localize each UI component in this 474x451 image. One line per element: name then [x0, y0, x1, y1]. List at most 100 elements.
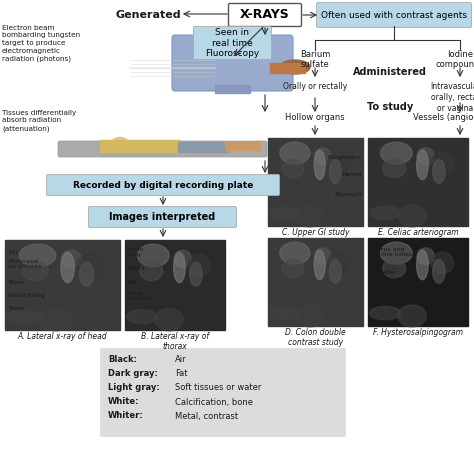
- Text: Electron beam
bombarding tungsten
target to produce
electromagnetic
radiation (p: Electron beam bombarding tungsten target…: [2, 25, 80, 61]
- Text: Vessels (angiography): Vessels (angiography): [413, 114, 474, 123]
- Ellipse shape: [417, 148, 434, 165]
- Ellipse shape: [314, 150, 325, 179]
- Ellipse shape: [140, 262, 163, 281]
- Ellipse shape: [370, 206, 401, 220]
- Ellipse shape: [417, 250, 428, 280]
- Text: Intravascularly,
orally, rectally,
or vaginally: Intravascularly, orally, rectally, or va…: [430, 82, 474, 113]
- Ellipse shape: [190, 262, 202, 286]
- Ellipse shape: [111, 138, 129, 151]
- Text: Soft tissues or water: Soft tissues or water: [175, 383, 261, 392]
- Text: Air in
stomach: Air in stomach: [127, 290, 154, 301]
- Ellipse shape: [328, 152, 349, 174]
- Bar: [100, 140, 180, 152]
- Ellipse shape: [282, 159, 304, 178]
- FancyBboxPatch shape: [193, 27, 272, 60]
- Text: Orally or rectally: Orally or rectally: [283, 82, 347, 91]
- Text: Heart: Heart: [127, 266, 145, 271]
- Text: Generated: Generated: [115, 10, 181, 20]
- Ellipse shape: [155, 308, 183, 331]
- Ellipse shape: [329, 160, 341, 183]
- Text: Air: Air: [175, 355, 187, 364]
- Text: Tissues differentially
absorb radiation
(attenuation): Tissues differentially absorb radiation …: [2, 110, 76, 132]
- Text: Images interpreted: Images interpreted: [109, 212, 216, 222]
- Bar: [368, 138, 468, 226]
- FancyBboxPatch shape: [172, 35, 293, 91]
- Bar: [178, 142, 228, 152]
- Text: Paranasal
air sinuses: Paranasal air sinuses: [8, 258, 42, 269]
- Ellipse shape: [77, 254, 103, 277]
- Bar: [215, 85, 250, 93]
- Text: Air in
lung: Air in lung: [127, 247, 143, 258]
- Text: Whiter:: Whiter:: [108, 411, 144, 420]
- Text: Ear: Ear: [8, 249, 18, 254]
- Ellipse shape: [417, 150, 428, 179]
- Ellipse shape: [314, 250, 325, 280]
- Ellipse shape: [270, 306, 299, 320]
- Text: White:: White:: [108, 397, 139, 406]
- Text: F. Hysterosalpingogram: F. Hysterosalpingogram: [373, 328, 463, 337]
- Ellipse shape: [61, 252, 74, 283]
- Text: To study: To study: [367, 102, 413, 112]
- Ellipse shape: [79, 262, 94, 286]
- Text: Hollow organs: Hollow organs: [285, 114, 345, 123]
- Text: Administered: Administered: [353, 67, 427, 77]
- Text: Recorded by digital recording plate: Recorded by digital recording plate: [73, 180, 253, 189]
- Ellipse shape: [433, 160, 445, 183]
- Text: E. Celiac arteriogram: E. Celiac arteriogram: [378, 228, 458, 237]
- Bar: [225, 142, 260, 150]
- Ellipse shape: [127, 310, 157, 324]
- Text: A. Lateral x-ray of head: A. Lateral x-ray of head: [18, 332, 107, 341]
- Ellipse shape: [39, 308, 72, 331]
- Ellipse shape: [315, 248, 331, 265]
- Ellipse shape: [188, 254, 210, 277]
- Ellipse shape: [328, 252, 349, 274]
- Bar: [270, 63, 305, 73]
- Bar: [125, 240, 225, 330]
- Text: Black:: Black:: [108, 355, 137, 364]
- Ellipse shape: [61, 250, 81, 267]
- Text: Light gray:: Light gray:: [108, 383, 160, 392]
- Text: Dark gray:: Dark gray:: [108, 369, 158, 378]
- Ellipse shape: [370, 306, 401, 320]
- FancyBboxPatch shape: [58, 141, 267, 157]
- Text: Fat: Fat: [175, 369, 188, 378]
- Text: B. Lateral x-ray of
thorax: B. Lateral x-ray of thorax: [141, 332, 209, 351]
- FancyBboxPatch shape: [228, 4, 301, 27]
- Ellipse shape: [270, 206, 299, 220]
- FancyBboxPatch shape: [89, 207, 237, 227]
- Text: Metal filling: Metal filling: [8, 293, 45, 298]
- Ellipse shape: [315, 148, 331, 165]
- Text: Esophagus: Esophagus: [328, 156, 362, 161]
- Ellipse shape: [19, 244, 56, 267]
- Ellipse shape: [22, 262, 48, 281]
- Ellipse shape: [137, 244, 169, 267]
- FancyBboxPatch shape: [46, 175, 280, 195]
- Ellipse shape: [383, 159, 406, 178]
- Text: Hernia: Hernia: [341, 172, 362, 178]
- Ellipse shape: [398, 205, 426, 227]
- Ellipse shape: [381, 242, 412, 264]
- Bar: [5, 240, 120, 330]
- Bar: [268, 238, 363, 326]
- Ellipse shape: [280, 142, 310, 164]
- Ellipse shape: [174, 250, 191, 267]
- Ellipse shape: [431, 152, 454, 174]
- Ellipse shape: [433, 259, 445, 283]
- Ellipse shape: [282, 259, 304, 278]
- Text: Calcification, bone: Calcification, bone: [175, 397, 253, 406]
- Ellipse shape: [431, 252, 454, 274]
- Text: Uterus and
uterine tubes: Uterus and uterine tubes: [370, 247, 412, 258]
- Ellipse shape: [7, 310, 42, 324]
- Text: C. Upper GI study: C. Upper GI study: [282, 228, 349, 237]
- Text: Barium
sulfate: Barium sulfate: [300, 50, 330, 69]
- Ellipse shape: [381, 142, 412, 164]
- Bar: [100, 348, 345, 436]
- Bar: [268, 138, 363, 226]
- Ellipse shape: [280, 60, 310, 74]
- Ellipse shape: [173, 252, 185, 283]
- Text: Metal, contrast: Metal, contrast: [175, 411, 238, 420]
- Text: Bone: Bone: [8, 280, 24, 285]
- Ellipse shape: [417, 248, 434, 265]
- Text: D. Colon double
contrast study: D. Colon double contrast study: [285, 328, 346, 347]
- Text: Seen in
real time
Fluoroscopy: Seen in real time Fluoroscopy: [205, 28, 260, 58]
